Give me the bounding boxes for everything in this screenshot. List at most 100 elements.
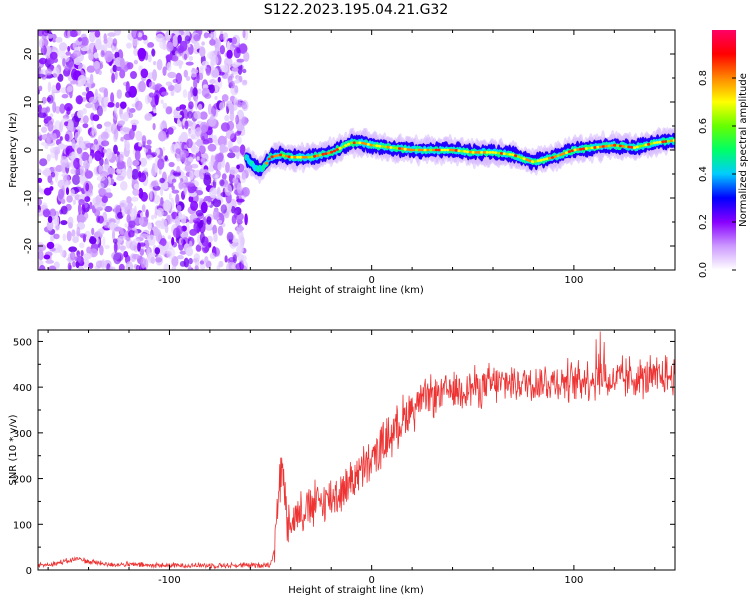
noise-speckle <box>154 247 161 255</box>
ridge-peak <box>409 148 413 152</box>
ridge-peak <box>293 155 297 159</box>
noise-speckle <box>162 66 167 76</box>
noise-speckle <box>88 155 93 164</box>
x-tick-label: -100 <box>158 275 181 286</box>
ridge-peak <box>576 148 580 151</box>
noise-speckle <box>93 52 99 59</box>
noise-speckle <box>179 250 187 255</box>
noise-speckle <box>190 71 197 78</box>
noise-speckle <box>152 123 156 131</box>
colorbar-tick-label: 0.4 <box>698 166 709 182</box>
noise-speckle <box>172 35 178 47</box>
ridge-peak <box>607 144 611 148</box>
noise-speckle <box>65 161 71 169</box>
noise-speckle <box>52 67 60 78</box>
noise-speckle <box>49 113 54 118</box>
noise-speckle <box>38 209 44 217</box>
noise-speckle <box>210 174 219 179</box>
noise-speckle <box>156 58 163 71</box>
noise-speckle <box>121 127 131 133</box>
noise-speckle <box>187 111 193 119</box>
noise-speckle <box>180 233 188 239</box>
ridge-peak <box>338 146 342 150</box>
ridge-peak <box>431 148 436 152</box>
noise-speckle <box>171 189 180 194</box>
ridge-peak <box>536 159 540 163</box>
noise-speckle <box>47 175 53 184</box>
ridge-peak <box>621 144 625 148</box>
ridge-peak <box>318 153 322 157</box>
noise-speckle <box>63 174 70 183</box>
ridge-peak <box>426 148 430 152</box>
colorbar-ticks: 0.0 0.2 0.4 0.6 0.8 <box>698 70 736 278</box>
noise-speckle <box>125 237 132 249</box>
noise-speckle <box>178 181 184 190</box>
ridge-peak <box>579 147 583 151</box>
noise-speckle <box>38 104 43 114</box>
ridge-peak <box>519 156 523 160</box>
noise-speckle <box>82 108 87 115</box>
noise-speckle <box>171 256 179 267</box>
noise-speckle <box>227 75 233 85</box>
noise-speckle <box>199 46 206 57</box>
noise-speckle <box>104 244 110 250</box>
noise-speckle <box>101 195 109 204</box>
noise-speckle <box>108 224 114 230</box>
ridge-peak <box>375 144 379 148</box>
noise-speckle <box>160 219 168 230</box>
ridge-peak <box>298 155 303 159</box>
noise-speckle <box>149 189 153 201</box>
noise-speckle <box>91 125 95 137</box>
noise-speckle <box>132 188 140 196</box>
ridge-peak <box>522 157 526 161</box>
noise-speckle <box>55 106 61 114</box>
spectrogram-image <box>38 30 675 270</box>
noise-speckle <box>82 96 87 102</box>
noise-speckle <box>147 42 155 48</box>
ridge-peak <box>488 151 492 154</box>
snr-frame <box>37 329 676 571</box>
noise-speckle <box>209 39 216 46</box>
noise-speckle <box>48 133 57 141</box>
noise-speckle <box>155 33 165 43</box>
noise-speckle <box>46 241 55 249</box>
noise-speckle <box>132 160 140 167</box>
noise-speckle <box>101 140 110 147</box>
noise-speckle <box>179 104 187 110</box>
ridge-peak <box>369 143 373 147</box>
noise-speckle <box>168 84 175 92</box>
noise-speckle <box>77 74 87 86</box>
ridge-peak <box>511 153 515 157</box>
noise-speckle <box>97 95 102 101</box>
noise-speckle <box>203 172 211 180</box>
noise-speckle <box>82 234 86 243</box>
ridge-peak <box>593 146 597 149</box>
ridge-peak <box>477 151 481 154</box>
noise-speckle <box>72 260 76 268</box>
noise-speckle <box>185 76 191 81</box>
noise-speckle <box>120 181 128 191</box>
noise-speckle <box>107 32 116 37</box>
noise-speckle <box>152 69 157 82</box>
noise-speckle <box>50 235 54 242</box>
noise-speckle <box>109 266 113 270</box>
noise-speckle <box>222 64 229 73</box>
noise-speckle <box>138 187 144 199</box>
noise-speckle <box>175 215 181 227</box>
noise-speckle <box>199 232 205 244</box>
noise-speckle <box>64 65 70 72</box>
ridge-peak <box>587 146 591 150</box>
noise-speckle <box>38 249 44 261</box>
ridge-peak <box>403 147 407 151</box>
noise-speckle <box>238 75 243 83</box>
noise-speckle <box>192 258 198 263</box>
noise-speckle <box>97 215 104 224</box>
x-tick-label: 100 <box>564 275 583 286</box>
ridge-peak <box>613 143 617 147</box>
noise-speckle <box>96 207 104 211</box>
noise-speckle <box>46 220 54 231</box>
noise-speckle <box>81 91 88 96</box>
noise-speckle <box>201 41 205 46</box>
noise-speckle <box>49 208 57 217</box>
noise-speckle <box>112 238 118 244</box>
